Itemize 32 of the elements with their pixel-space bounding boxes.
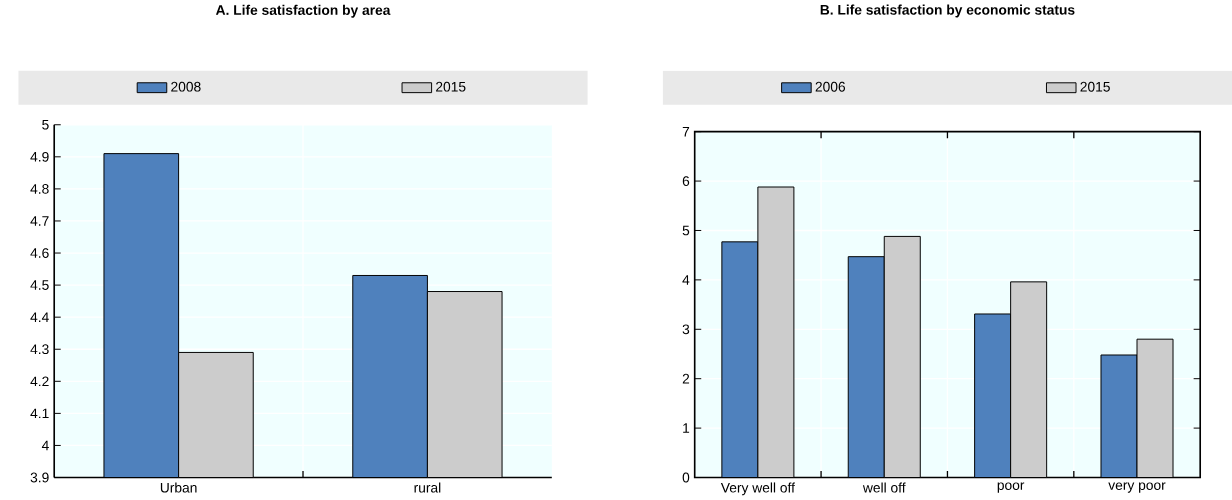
- y-tick-label: 7: [682, 126, 690, 137]
- legend-label: 2015: [436, 81, 466, 92]
- x-tick-label: well off: [862, 482, 906, 493]
- y-tick-label: 4.4: [30, 312, 49, 322]
- y-tick-label: 4.2: [30, 376, 49, 387]
- y-tick-label: 4.6: [30, 248, 49, 258]
- y-tick-label: 6: [682, 176, 690, 186]
- chart-title: B. Life satisfaction by economic status: [820, 4, 1075, 18]
- y-tick-label: 5: [682, 225, 690, 236]
- legend-label: 2008: [171, 81, 201, 92]
- x-tick-label: Urban: [160, 482, 197, 493]
- y-tick-label: 5: [42, 119, 49, 130]
- y-tick-label: 4.5: [30, 280, 49, 290]
- y-tick-label: 4.9: [30, 151, 49, 162]
- y-tick-label: 1: [683, 423, 690, 433]
- chart-title: A. Life satisfaction by area: [215, 4, 391, 18]
- y-tick-label: 4: [682, 275, 690, 285]
- y-tick-label: 4: [41, 440, 49, 451]
- legend-label: 2015: [1080, 81, 1110, 92]
- x-tick-label: rural: [414, 482, 441, 493]
- y-tick-label: 0: [682, 472, 690, 483]
- y-tick-label: 4.3: [30, 344, 49, 355]
- x-tick-label: poor: [997, 482, 1025, 493]
- y-tick-label: 4.7: [30, 216, 49, 226]
- y-tick-label: 3.9: [30, 472, 49, 483]
- y-tick-label: 3: [682, 324, 690, 335]
- y-tick-label: 2: [682, 373, 690, 384]
- x-tick-label: Very well off: [720, 482, 795, 496]
- legend-label: 2006: [815, 81, 846, 92]
- y-tick-label: 4.8: [30, 184, 49, 194]
- y-tick-label: 4.1: [30, 408, 49, 419]
- x-tick-label: very poor: [1108, 482, 1166, 493]
